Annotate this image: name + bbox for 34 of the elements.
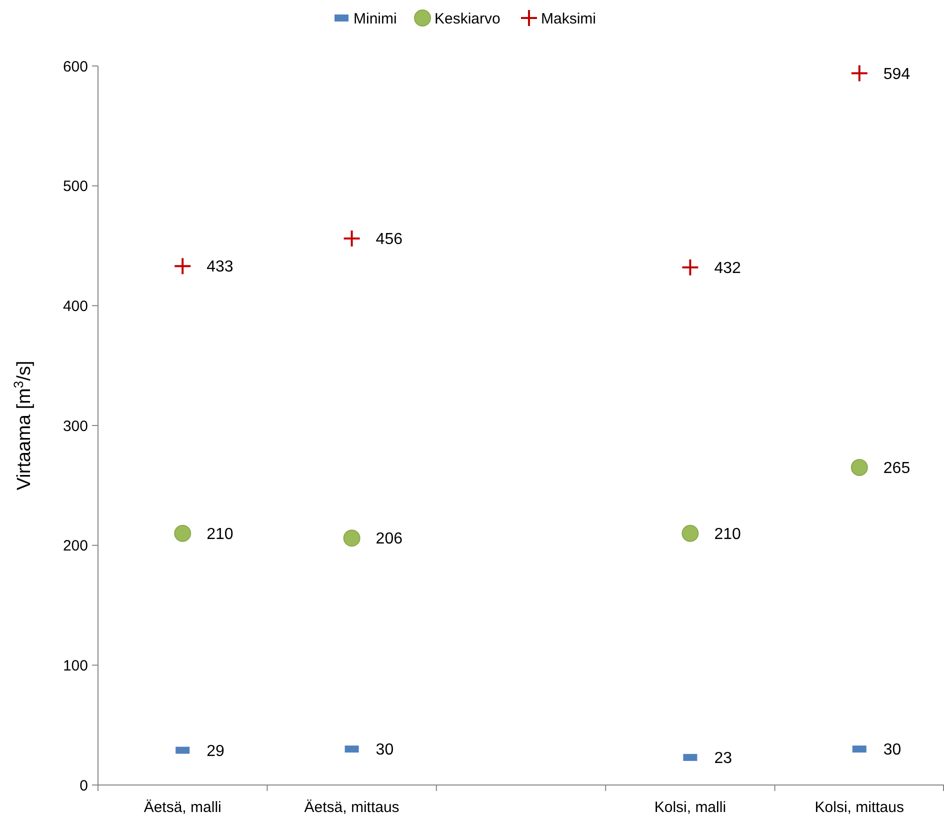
data-label: 456 — [376, 231, 403, 248]
y-tick-label: 100 — [62, 657, 88, 674]
point — [174, 257, 192, 276]
y-tick-label: 500 — [62, 178, 88, 196]
data-label: 30 — [883, 742, 902, 759]
x-tick-label: Kolsi, malli — [654, 799, 726, 816]
legend-label: Minimi — [354, 10, 397, 28]
x-tick-label: Äetsä, mittaus — [304, 799, 400, 816]
x-tick-label: Äetsä, malli — [144, 799, 222, 816]
y-tick-label: 200 — [62, 538, 88, 555]
data-label: 265 — [883, 460, 910, 478]
legend-label: Keskiarvo — [434, 10, 500, 28]
point — [681, 258, 700, 276]
data-label: 210 — [206, 526, 234, 543]
x-tick-label: Kolsi, mittaus — [814, 799, 904, 816]
y-tick-label: 0 — [80, 777, 88, 794]
point — [343, 530, 360, 547]
y-tick-label: 600 — [62, 58, 88, 76]
legend-label: Maksimi — [541, 10, 596, 28]
point — [850, 458, 868, 476]
point — [342, 230, 361, 248]
y-tick-label: 400 — [62, 298, 88, 315]
data-label: 23 — [714, 750, 732, 768]
data-label: 30 — [376, 742, 394, 759]
point — [682, 524, 699, 542]
data-label: 206 — [376, 530, 403, 548]
data-label: 29 — [206, 742, 224, 760]
y-tick-label: 300 — [62, 418, 88, 435]
data-label: 433 — [206, 258, 234, 276]
data-label: 594 — [883, 66, 910, 83]
point — [850, 64, 868, 82]
point — [174, 524, 192, 542]
data-label: 210 — [714, 526, 741, 543]
data-label: 432 — [714, 260, 741, 277]
